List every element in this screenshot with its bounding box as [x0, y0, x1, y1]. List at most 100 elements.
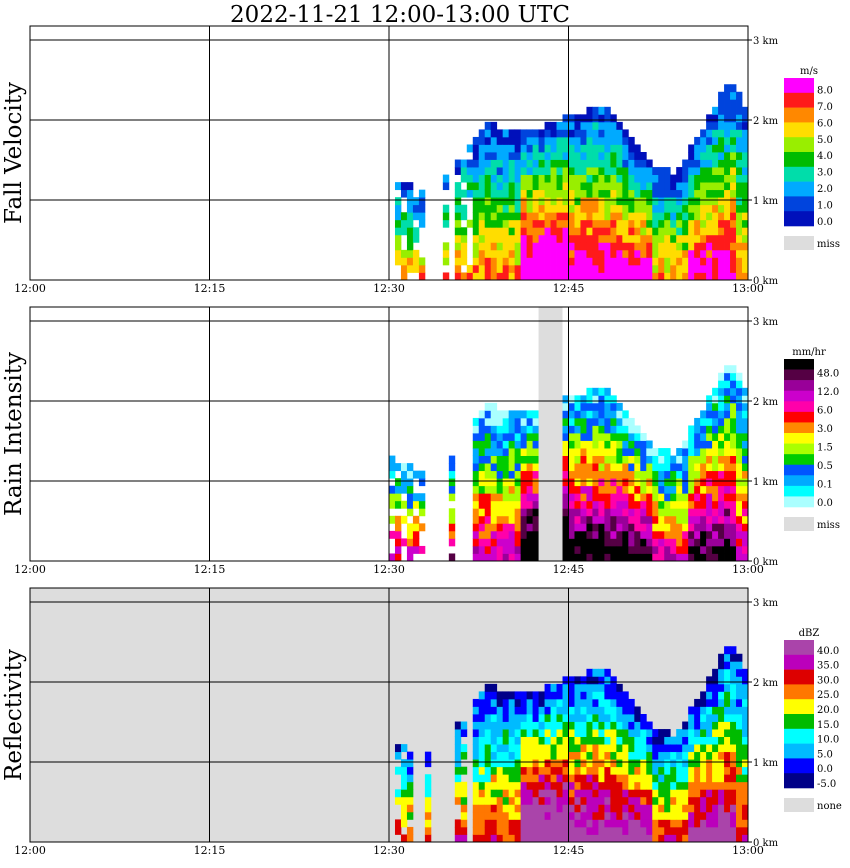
echo-cell [394, 485, 402, 494]
echo-cell [622, 212, 629, 221]
echo-cell [592, 721, 599, 730]
echo-cell [604, 174, 611, 183]
echo-cell [664, 264, 671, 273]
echo-cell [604, 448, 611, 456]
echo-cell [502, 714, 510, 722]
echo-cell [496, 144, 504, 153]
echo-cell [706, 759, 713, 768]
echo-cell [562, 455, 569, 464]
echo-cell [562, 676, 569, 685]
echo-cell [742, 538, 749, 547]
echo-cell [454, 826, 462, 835]
echo-cell [730, 106, 737, 115]
echo-cell [586, 796, 593, 805]
echo-cell [730, 523, 737, 532]
echo-cell [712, 523, 719, 532]
echo-cell [712, 796, 719, 805]
echo-cell [544, 706, 551, 715]
echo-cell [736, 744, 743, 753]
echo-cell [400, 819, 408, 828]
echo-cell [712, 272, 719, 281]
echo-cell [406, 264, 414, 273]
echo-cell [508, 774, 516, 783]
echo-cell [730, 691, 737, 700]
echo-cell [628, 425, 635, 434]
echo-cell [472, 182, 480, 191]
echo-cell [394, 545, 402, 554]
echo-cell [658, 736, 665, 745]
echo-cell [742, 676, 749, 685]
echo-cell [484, 129, 492, 138]
echo-cell [556, 759, 563, 768]
echo-cell [574, 751, 581, 760]
echo-cell [502, 234, 510, 243]
echo-cell [712, 545, 719, 554]
echo-cell [460, 242, 468, 251]
echo-cell [676, 796, 683, 805]
echo-cell [724, 691, 731, 700]
echo-cell [532, 485, 539, 494]
echo-cell [412, 530, 420, 539]
y-tick-label: 0 km [753, 838, 779, 849]
echo-cell [514, 766, 522, 775]
echo-cell [532, 257, 539, 266]
echo-cell [400, 515, 408, 524]
echo-cell [586, 212, 593, 221]
echo-cell [676, 826, 683, 835]
echo-cell [514, 440, 522, 449]
echo-cell [454, 819, 462, 828]
echo-cell [598, 167, 605, 175]
echo-cell [514, 204, 522, 213]
echo-cell [712, 410, 719, 419]
echo-cell [610, 204, 617, 213]
echo-cell [514, 826, 522, 835]
echo-cell [490, 463, 498, 472]
echo-cell [724, 774, 731, 783]
echo-cell [658, 834, 665, 843]
echo-cell [616, 478, 623, 487]
echo-cell [718, 721, 725, 730]
echo-cell [742, 410, 749, 419]
echo-cell [544, 152, 551, 160]
echo-cell [694, 204, 701, 213]
echo-cell [544, 834, 551, 843]
echo-cell [688, 515, 695, 524]
echo-cell [604, 440, 611, 449]
echo-cell [712, 387, 719, 396]
echo-cell [742, 197, 749, 206]
echo-cell [532, 264, 539, 273]
echo-cell [526, 759, 533, 768]
echo-cell [634, 264, 641, 273]
echo-cell [646, 781, 653, 790]
echo-cell [550, 144, 557, 153]
echo-cell [604, 425, 611, 434]
echo-cell [520, 159, 528, 168]
echo-cell [514, 212, 522, 221]
colorbar-level-label: 0.1 [817, 480, 833, 491]
echo-cell [508, 159, 516, 168]
echo-cell [658, 219, 665, 228]
echo-cell [736, 249, 743, 258]
echo-cell [622, 167, 629, 175]
echo-cell [520, 515, 528, 524]
echo-cell [472, 766, 480, 775]
echo-cell [724, 91, 731, 100]
echo-cell [562, 698, 569, 707]
echo-cell [712, 530, 719, 539]
echo-cell [718, 106, 725, 115]
echo-cell [730, 91, 737, 100]
echo-cell [550, 683, 557, 692]
echo-cell [736, 257, 743, 266]
echo-cell [688, 736, 695, 745]
echo-cell [478, 433, 486, 441]
echo-cell [490, 212, 498, 221]
echo-cell [538, 706, 545, 715]
echo-cell [532, 455, 539, 464]
echo-cell [562, 553, 569, 562]
echo-cell [658, 819, 665, 828]
echo-cell [538, 219, 545, 228]
echo-cell [400, 257, 408, 266]
echo-cell [514, 249, 522, 258]
echo-cell [724, 781, 731, 790]
echo-cell [592, 698, 599, 707]
